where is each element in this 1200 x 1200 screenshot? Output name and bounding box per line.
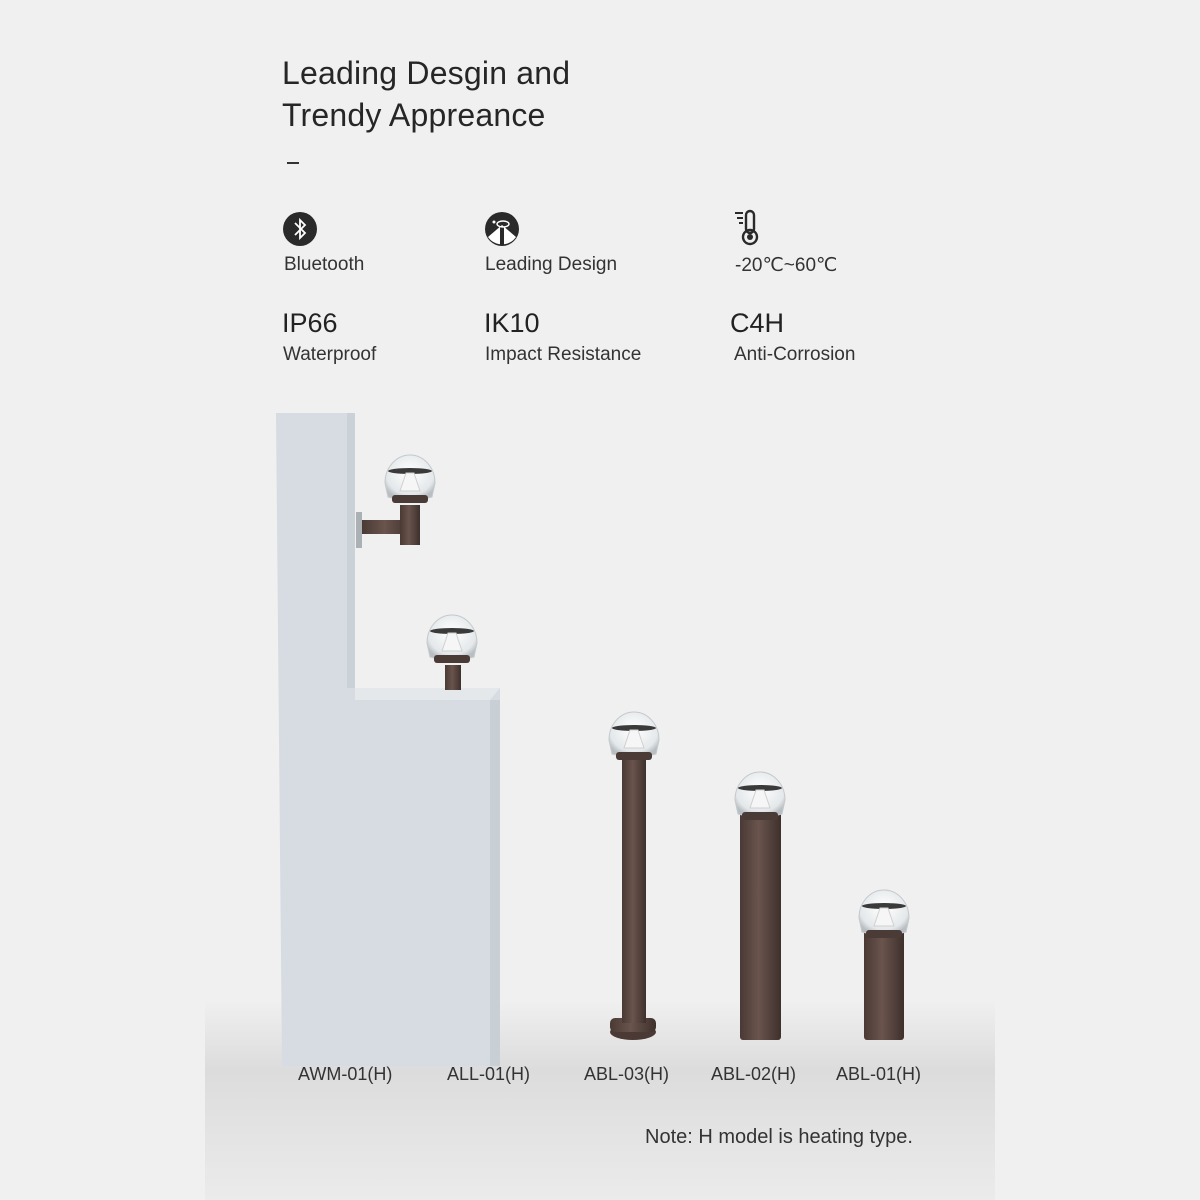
lamp-abl-01 (858, 889, 910, 1040)
design-icon (484, 211, 520, 247)
spec-label-corrosion: Anti-Corrosion (734, 344, 856, 365)
model-label-abl-01: ABL-01(H) (836, 1064, 922, 1084)
feature-label-bluetooth: Bluetooth (284, 254, 365, 275)
spec-label-impact: Impact Resistance (485, 344, 642, 365)
spec-value-c4h: C4H (730, 308, 785, 338)
feature-label-design: Leading Design (485, 254, 618, 275)
lamp-awm-01 (356, 454, 436, 548)
heating-note: Note: H model is heating type. (645, 1126, 913, 1148)
divider (287, 162, 299, 164)
lamp-all-01 (426, 614, 478, 690)
thermometer-icon (733, 209, 769, 246)
display-wall (276, 413, 500, 1066)
spec-value-ik10: IK10 (484, 308, 540, 338)
model-label-all-01: ALL-01(H) (447, 1064, 531, 1084)
page-title: Leading Desgin and Trendy Appreance (282, 52, 570, 136)
spec-value-ip66: IP66 (282, 308, 338, 338)
model-label-awm-01: AWM-01(H) (298, 1064, 393, 1084)
bluetooth-icon (282, 211, 318, 247)
lamp-abl-02 (734, 771, 786, 1040)
feature-label-temperature: -20℃~60℃ (735, 255, 838, 276)
title-line-1: Leading Desgin and (282, 55, 571, 91)
title-line-2: Trendy Appreance (282, 97, 546, 133)
model-label-abl-03: ABL-03(H) (584, 1064, 670, 1084)
model-label-abl-02: ABL-02(H) (711, 1064, 797, 1084)
lamp-abl-03 (608, 711, 660, 1040)
spec-label-waterproof: Waterproof (283, 344, 377, 365)
